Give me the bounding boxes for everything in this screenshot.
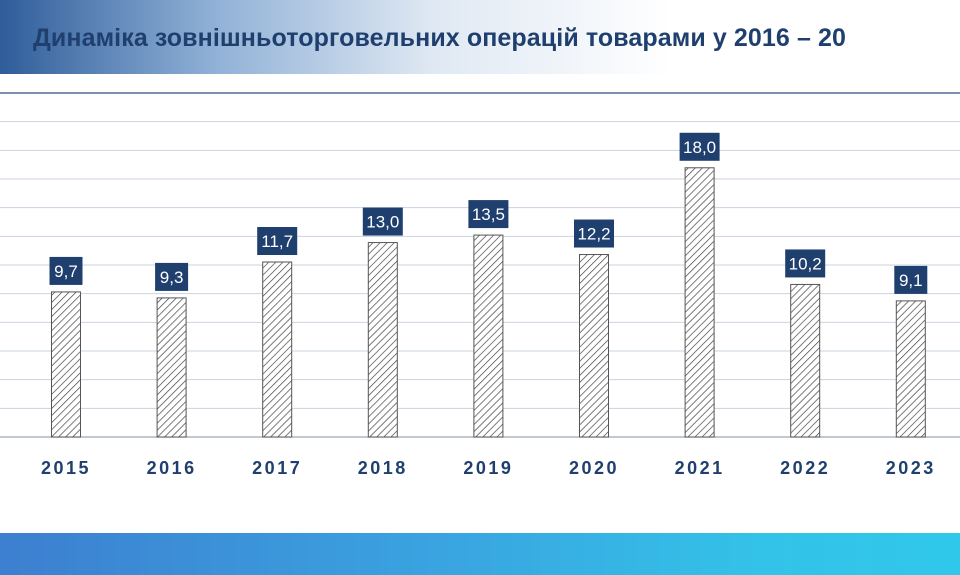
x-tick-label: 2016	[147, 458, 197, 478]
value-label: 9,3	[160, 268, 184, 287]
value-label: 9,1	[899, 271, 923, 290]
bar	[895, 300, 926, 438]
bar	[262, 261, 293, 438]
bar	[51, 291, 81, 438]
x-tick-label: 2022	[780, 458, 830, 478]
value-label-box	[49, 256, 83, 285]
bar	[579, 254, 609, 438]
x-tick-label: 2019	[463, 458, 513, 478]
bars	[51, 167, 926, 438]
value-label-box	[257, 227, 298, 256]
x-tick-label: 2023	[886, 458, 936, 478]
bar	[790, 283, 821, 438]
value-label: 10,2	[789, 254, 822, 273]
value-label-box	[785, 249, 826, 278]
title-band	[0, 0, 960, 74]
value-label-box	[155, 262, 189, 291]
bottom-band	[0, 533, 960, 575]
bar	[684, 167, 715, 438]
value-label-box	[362, 207, 403, 236]
value-label-box	[894, 265, 928, 294]
value-label: 11,7	[261, 232, 293, 251]
value-label: 18,0	[683, 138, 716, 157]
bar	[367, 242, 398, 438]
bar	[156, 297, 187, 438]
value-label: 12,2	[577, 225, 610, 244]
value-label-box	[679, 132, 720, 161]
x-tick-label: 2015	[41, 458, 91, 478]
x-axis-labels: 2015 2016 2017 2018 2019 2020 2021 2022 2023	[41, 458, 936, 478]
value-label-box	[468, 200, 509, 229]
value-label-box	[574, 219, 614, 248]
x-tick-label: 2021	[675, 458, 725, 478]
chart-title: Динаміка зовнішньоторговельних операцій …	[33, 24, 847, 52]
bar	[473, 234, 504, 438]
value-label: 13,5	[472, 205, 505, 224]
value-labels: 9,7 9,3 11,7 13,0 13,5 12,2 18,0 10,2 9,1	[49, 132, 928, 294]
x-tick-label: 2017	[252, 458, 302, 478]
value-label: 9,7	[54, 262, 78, 281]
value-label: 13,0	[366, 213, 399, 232]
x-tick-label: 2018	[358, 458, 408, 478]
x-tick-label: 2020	[569, 458, 619, 478]
